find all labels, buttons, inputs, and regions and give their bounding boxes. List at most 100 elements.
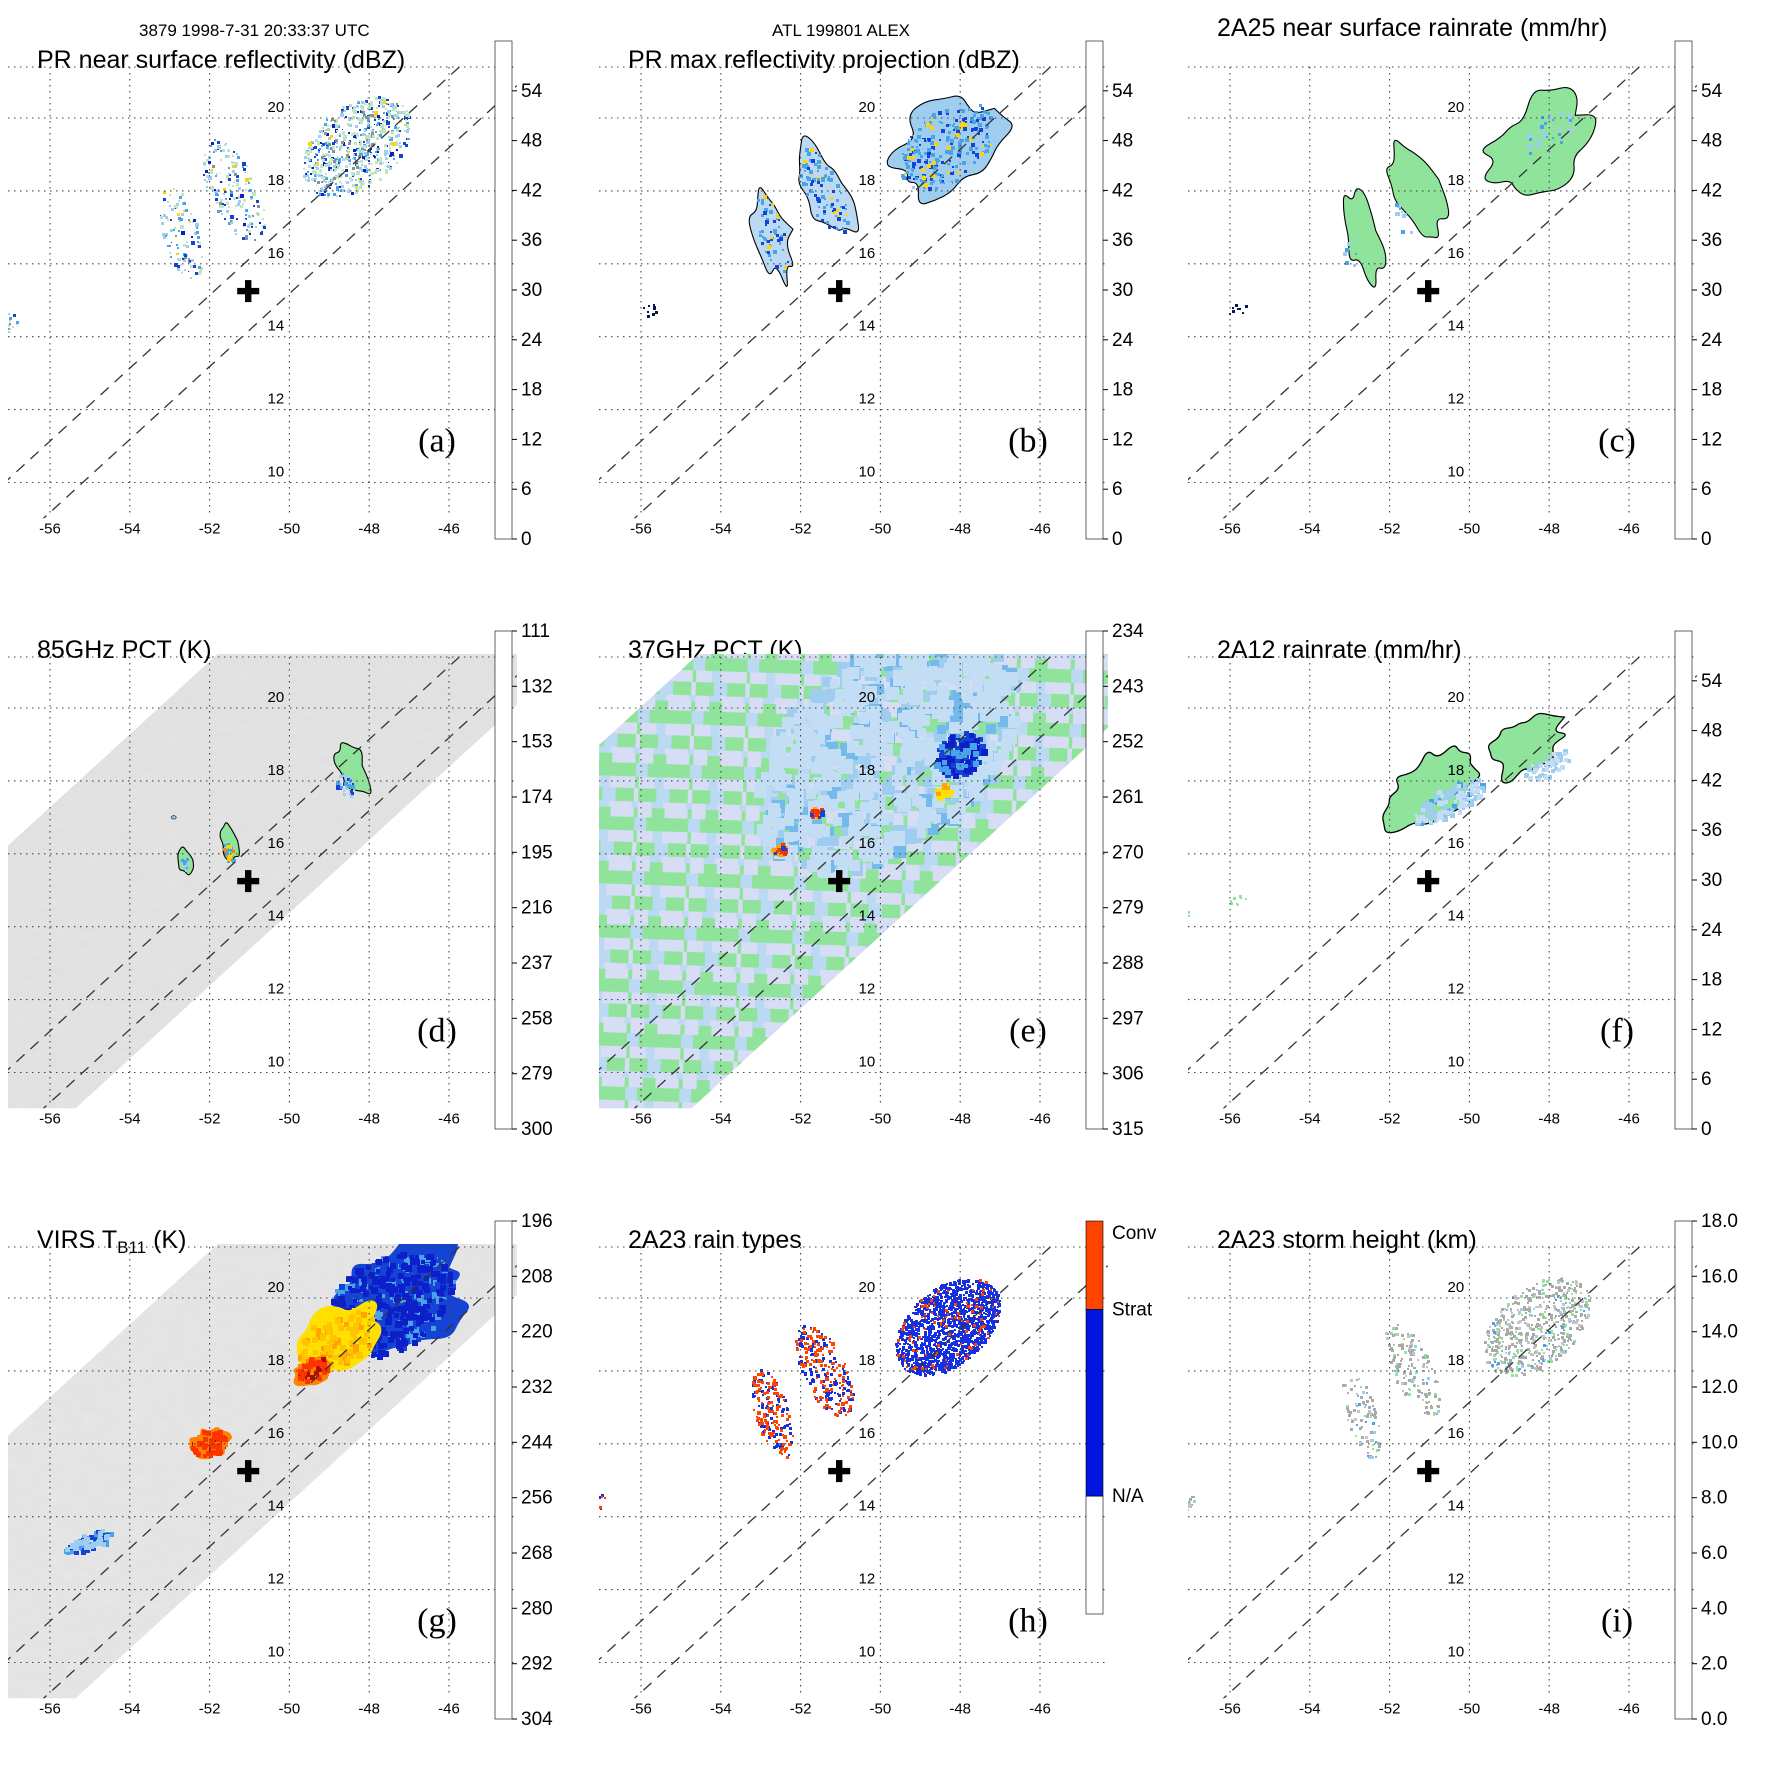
svg-text:30: 30 (1112, 280, 1133, 301)
svg-text:48: 48 (1112, 131, 1133, 152)
svg-text:10: 10 (268, 1054, 285, 1071)
svg-text:14: 14 (268, 908, 285, 925)
svg-text:18: 18 (1448, 762, 1465, 779)
svg-text:-52: -52 (1379, 520, 1401, 537)
svg-text:(f): (f) (1600, 1013, 1634, 1050)
svg-text:-52: -52 (199, 520, 221, 537)
svg-text:0: 0 (521, 529, 532, 550)
svg-text:18: 18 (268, 1352, 285, 1369)
svg-text:268: 268 (521, 1543, 553, 1564)
svg-text:234: 234 (1112, 621, 1144, 642)
svg-text:-48: -48 (1538, 520, 1560, 537)
svg-text:14: 14 (1448, 318, 1465, 335)
svg-text:-48: -48 (1538, 1110, 1560, 1127)
svg-text:36: 36 (521, 230, 542, 251)
svg-text:85GHz PCT (K): 85GHz PCT (K) (37, 636, 212, 664)
svg-text:20: 20 (268, 689, 285, 706)
svg-text:20: 20 (859, 99, 876, 116)
svg-text:(c): (c) (1598, 423, 1636, 460)
svg-text:10: 10 (859, 1054, 876, 1071)
svg-text:-54: -54 (119, 1700, 141, 1717)
svg-text:18: 18 (1448, 172, 1465, 189)
svg-text:20: 20 (1448, 689, 1465, 706)
svg-text:10: 10 (1448, 464, 1465, 481)
svg-text:0: 0 (1701, 1119, 1712, 1140)
svg-text:14: 14 (859, 318, 876, 335)
svg-text:16: 16 (268, 1425, 285, 1442)
svg-text:-52: -52 (790, 520, 812, 537)
svg-text:20: 20 (1448, 99, 1465, 116)
svg-text:243: 243 (1112, 676, 1144, 697)
svg-text:16: 16 (268, 245, 285, 262)
svg-text:315: 315 (1112, 1119, 1144, 1140)
svg-text:132: 132 (521, 676, 553, 697)
svg-text:237: 237 (521, 953, 553, 974)
svg-text:-54: -54 (710, 520, 732, 537)
svg-text:-56: -56 (1219, 520, 1241, 537)
svg-text:-52: -52 (199, 1700, 221, 1717)
svg-text:232: 232 (521, 1377, 553, 1398)
svg-text:ATL 199801 ALEX: ATL 199801 ALEX (772, 21, 910, 40)
svg-text:PR near surface reflectivity (: PR near surface reflectivity (dBZ) (37, 46, 405, 74)
svg-text:12: 12 (1448, 391, 1465, 408)
svg-text:306: 306 (1112, 1064, 1144, 1085)
svg-text:-50: -50 (279, 1110, 301, 1127)
svg-text:-46: -46 (438, 1700, 460, 1717)
svg-text:-54: -54 (710, 1110, 732, 1127)
svg-text:16: 16 (859, 245, 876, 262)
svg-text:18: 18 (859, 172, 876, 189)
svg-text:12: 12 (1701, 429, 1722, 450)
svg-text:12: 12 (1448, 981, 1465, 998)
svg-text:-50: -50 (1459, 520, 1481, 537)
svg-text:-56: -56 (630, 520, 652, 537)
svg-text:-54: -54 (119, 520, 141, 537)
svg-text:-46: -46 (438, 520, 460, 537)
svg-text:(d): (d) (417, 1013, 457, 1050)
svg-text:-56: -56 (39, 1110, 61, 1127)
svg-text:-48: -48 (358, 1700, 380, 1717)
svg-text:300: 300 (521, 1119, 553, 1140)
svg-text:-50: -50 (870, 520, 892, 537)
svg-text:36: 36 (1112, 230, 1133, 251)
svg-text:20: 20 (859, 689, 876, 706)
svg-text:2A25 near surface rainrate (mm: 2A25 near surface rainrate (mm/hr) (1217, 14, 1607, 42)
svg-text:(a): (a) (418, 423, 456, 460)
svg-text:-56: -56 (1219, 1110, 1241, 1127)
svg-text:VIRS TB11 (K): VIRS TB11 (K) (37, 1226, 186, 1257)
svg-text:-56: -56 (630, 1110, 652, 1127)
svg-text:24: 24 (521, 330, 543, 351)
svg-text:261: 261 (1112, 787, 1144, 808)
svg-text:196: 196 (521, 1211, 553, 1232)
svg-text:48: 48 (1701, 721, 1722, 742)
svg-text:-56: -56 (39, 1700, 61, 1717)
svg-text:16: 16 (268, 835, 285, 852)
svg-text:PR max reflectivity projection: PR max reflectivity projection (dBZ) (628, 46, 1020, 74)
svg-text:6: 6 (521, 479, 532, 500)
svg-text:24: 24 (1701, 920, 1723, 941)
svg-text:270: 270 (1112, 842, 1144, 863)
svg-text:42: 42 (1112, 180, 1133, 201)
svg-text:-54: -54 (1299, 520, 1321, 537)
svg-text:16: 16 (1448, 245, 1465, 262)
svg-text:48: 48 (521, 131, 542, 152)
svg-text:10: 10 (268, 464, 285, 481)
svg-text:-54: -54 (1299, 1110, 1321, 1127)
svg-text:174: 174 (521, 787, 553, 808)
svg-text:14: 14 (268, 318, 285, 335)
svg-text:-48: -48 (358, 1110, 380, 1127)
svg-text:48: 48 (1701, 131, 1722, 152)
svg-text:(b): (b) (1008, 423, 1048, 460)
svg-text:54: 54 (1701, 81, 1723, 102)
svg-text:252: 252 (1112, 732, 1144, 753)
svg-text:12: 12 (268, 981, 285, 998)
svg-text:-54: -54 (119, 1110, 141, 1127)
svg-text:12: 12 (521, 429, 542, 450)
svg-text:12: 12 (1701, 1019, 1722, 1040)
svg-text:14: 14 (859, 908, 876, 925)
svg-text:292: 292 (521, 1654, 553, 1675)
svg-text:-46: -46 (438, 1110, 460, 1127)
svg-text:153: 153 (521, 732, 553, 753)
svg-text:12: 12 (268, 1571, 285, 1588)
svg-text:208: 208 (521, 1266, 553, 1287)
svg-text:18: 18 (1701, 380, 1722, 401)
